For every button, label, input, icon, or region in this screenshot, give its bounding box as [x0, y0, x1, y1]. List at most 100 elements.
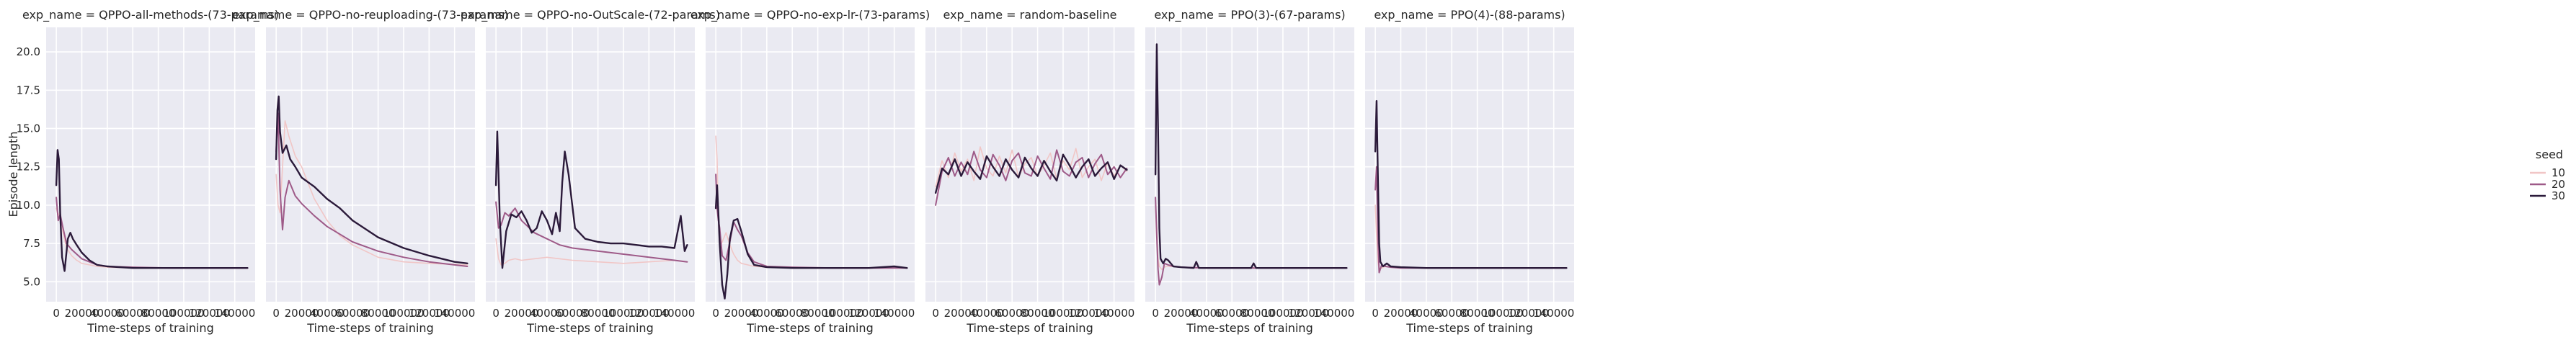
- facet-panel: exp_name = QPPO-no-exp-lr-(73-params) 0 20…: [690, 8, 930, 335]
- x-axis-label: Time-steps of training: [966, 321, 1093, 335]
- x-tick-label: 40000: [530, 307, 564, 320]
- x-tick-label: 120000: [629, 307, 670, 320]
- facet-title: exp_name = PPO(3)-(67-params): [1154, 8, 1345, 22]
- x-tick-label: 80000: [361, 307, 396, 320]
- x-tick-label: 120000: [189, 307, 230, 320]
- x-tick-label: 140000: [1093, 307, 1134, 320]
- x-tick-label: 40000: [1409, 307, 1444, 320]
- y-tick-label: 12.5: [17, 161, 40, 174]
- x-tick-label: 20000: [1164, 307, 1199, 320]
- x-tick-label: 140000: [874, 307, 915, 320]
- x-tick-label: 20000: [944, 307, 979, 320]
- panel-background: [1365, 27, 1574, 302]
- series-line-seed-30: [714, 184, 908, 300]
- x-tick-label: 100000: [822, 307, 863, 320]
- facet-panels: exp_name = QPPO-all-methods-(73-params) 0…: [17, 8, 1575, 335]
- x-tick-label: 0: [53, 307, 60, 320]
- series-line-seed-30: [275, 95, 468, 264]
- x-axis-label: Time-steps of training: [306, 321, 433, 335]
- x-tick-label: 80000: [1460, 307, 1495, 320]
- x-tick-label: 140000: [214, 307, 255, 320]
- x-tick-label: 100000: [1482, 307, 1523, 320]
- y-tick-label: 7.5: [23, 237, 40, 250]
- x-tick-label: 60000: [335, 307, 370, 320]
- x-tick-label: 80000: [1240, 307, 1275, 320]
- series-line-seed-30: [494, 130, 688, 269]
- facet-title: exp_name = random-baseline: [943, 8, 1117, 22]
- y-tick-label: 20.0: [17, 45, 40, 58]
- facet-panel: exp_name = PPO(4)-(88-params) 0 2000040000…: [1365, 8, 1574, 335]
- legend-title: seed: [2536, 148, 2563, 161]
- series-line-seed-30: [1374, 99, 1568, 269]
- series-line-seed-20: [495, 201, 688, 263]
- facet-panel: exp_name = QPPO-no-reuploading-(73-param…: [233, 8, 509, 335]
- panel-background: [266, 27, 475, 302]
- facet-title: exp_name = PPO(4)-(88-params): [1374, 8, 1565, 22]
- x-tick-label: 40000: [90, 307, 125, 320]
- y-tick-label: 17.5: [17, 84, 40, 96]
- x-tick-label: 0: [492, 307, 499, 320]
- x-tick-label: 80000: [1021, 307, 1055, 320]
- panel-background: [486, 27, 695, 302]
- x-tick-label: 60000: [1434, 307, 1469, 320]
- x-tick-label: 120000: [1288, 307, 1329, 320]
- x-tick-label: 0: [932, 307, 939, 320]
- x-axis-label: Time-steps of training: [746, 321, 873, 335]
- x-tick-label: 60000: [1214, 307, 1249, 320]
- series-line-seed-10: [935, 146, 1128, 188]
- series-line-seed-30: [55, 149, 249, 272]
- legend-label: 10: [2551, 166, 2565, 179]
- x-tick-label: 120000: [1508, 307, 1549, 320]
- facet-panel: exp_name = QPPO-no-OutScale-(72-params) 0…: [461, 8, 720, 335]
- x-tick-label: 40000: [1189, 307, 1224, 320]
- legend-label: 20: [2551, 178, 2565, 191]
- x-tick-label: 60000: [995, 307, 1029, 320]
- x-tick-label: 80000: [141, 307, 176, 320]
- x-tick-label: 140000: [654, 307, 695, 320]
- facet-title: exp_name = QPPO-no-OutScale-(72-params): [461, 8, 720, 22]
- x-tick-label: 100000: [1042, 307, 1083, 320]
- x-tick-label: 20000: [1384, 307, 1418, 320]
- x-tick-label: 20000: [285, 307, 319, 320]
- x-tick-label: 140000: [1313, 307, 1354, 320]
- x-axis-label: Time-steps of training: [1186, 321, 1313, 335]
- panel-background: [1145, 27, 1354, 302]
- x-tick-label: 100000: [163, 307, 204, 320]
- x-tick-label: 40000: [310, 307, 345, 320]
- panel-background: [46, 27, 255, 302]
- x-tick-label: 60000: [115, 307, 150, 320]
- facet-panel: exp_name = PPO(3)-(67-params) 0 2000040000…: [1145, 8, 1354, 335]
- facet-panel: exp_name = QPPO-all-methods-(73-params) 0…: [17, 8, 279, 335]
- x-tick-label: 0: [1372, 307, 1379, 320]
- x-axis-label: Time-steps of training: [86, 321, 213, 335]
- x-tick-label: 0: [712, 307, 719, 320]
- x-tick-label: 60000: [555, 307, 590, 320]
- x-tick-label: 0: [272, 307, 280, 320]
- x-tick-label: 140000: [434, 307, 475, 320]
- facet-title: exp_name = QPPO-no-exp-lr-(73-params): [690, 8, 930, 22]
- y-axis-label: Episode length: [6, 132, 20, 217]
- facet-title: exp_name = QPPO-no-reuploading-(73-param…: [233, 8, 509, 22]
- x-tick-label: 40000: [750, 307, 784, 320]
- x-tick-label: 60000: [775, 307, 809, 320]
- x-tick-label: 40000: [969, 307, 1004, 320]
- x-axis-label: Time-steps of training: [526, 321, 653, 335]
- x-tick-label: 120000: [1068, 307, 1109, 320]
- x-tick-label: 80000: [581, 307, 616, 320]
- facet-panel: exp_name = random-baseline 0 2000040000600…: [925, 8, 1134, 335]
- y-tick-label: 5.0: [23, 275, 40, 288]
- x-tick-label: 80000: [801, 307, 835, 320]
- y-tick-label: 10.0: [17, 199, 40, 212]
- x-tick-label: 100000: [603, 307, 644, 320]
- panel-background: [706, 27, 915, 302]
- x-tick-label: 120000: [409, 307, 450, 320]
- x-tick-label: 120000: [848, 307, 889, 320]
- x-tick-label: 100000: [383, 307, 424, 320]
- series-line-seed-30: [1154, 43, 1348, 269]
- x-tick-label: 140000: [1533, 307, 1574, 320]
- facet-title: exp_name = QPPO-all-methods-(73-params): [22, 8, 279, 22]
- x-axis-label: Time-steps of training: [1405, 321, 1532, 335]
